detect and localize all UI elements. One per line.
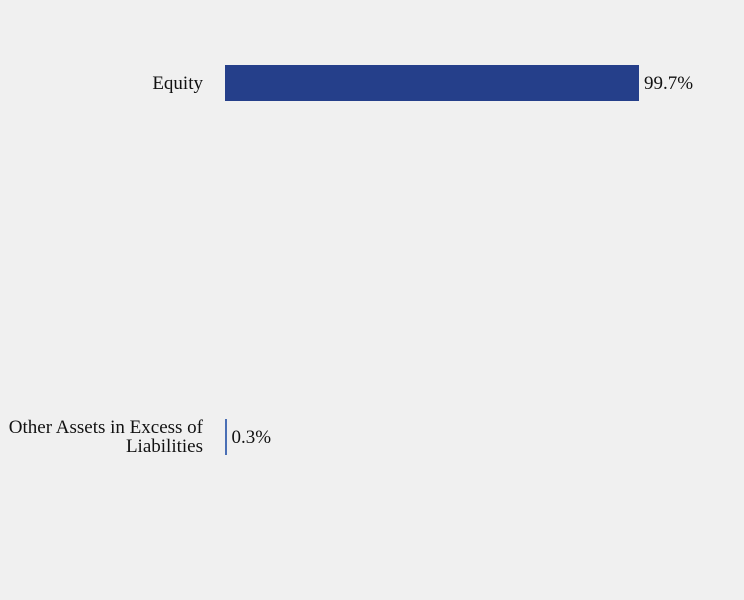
value-label: 99.7% [644, 72, 694, 94]
bar [225, 65, 639, 101]
bar [225, 419, 227, 455]
category-label: Other Assets in Excess of Liabilities [8, 417, 203, 457]
value-label: 0.3% [231, 426, 272, 448]
category-label: Equity [152, 72, 203, 94]
